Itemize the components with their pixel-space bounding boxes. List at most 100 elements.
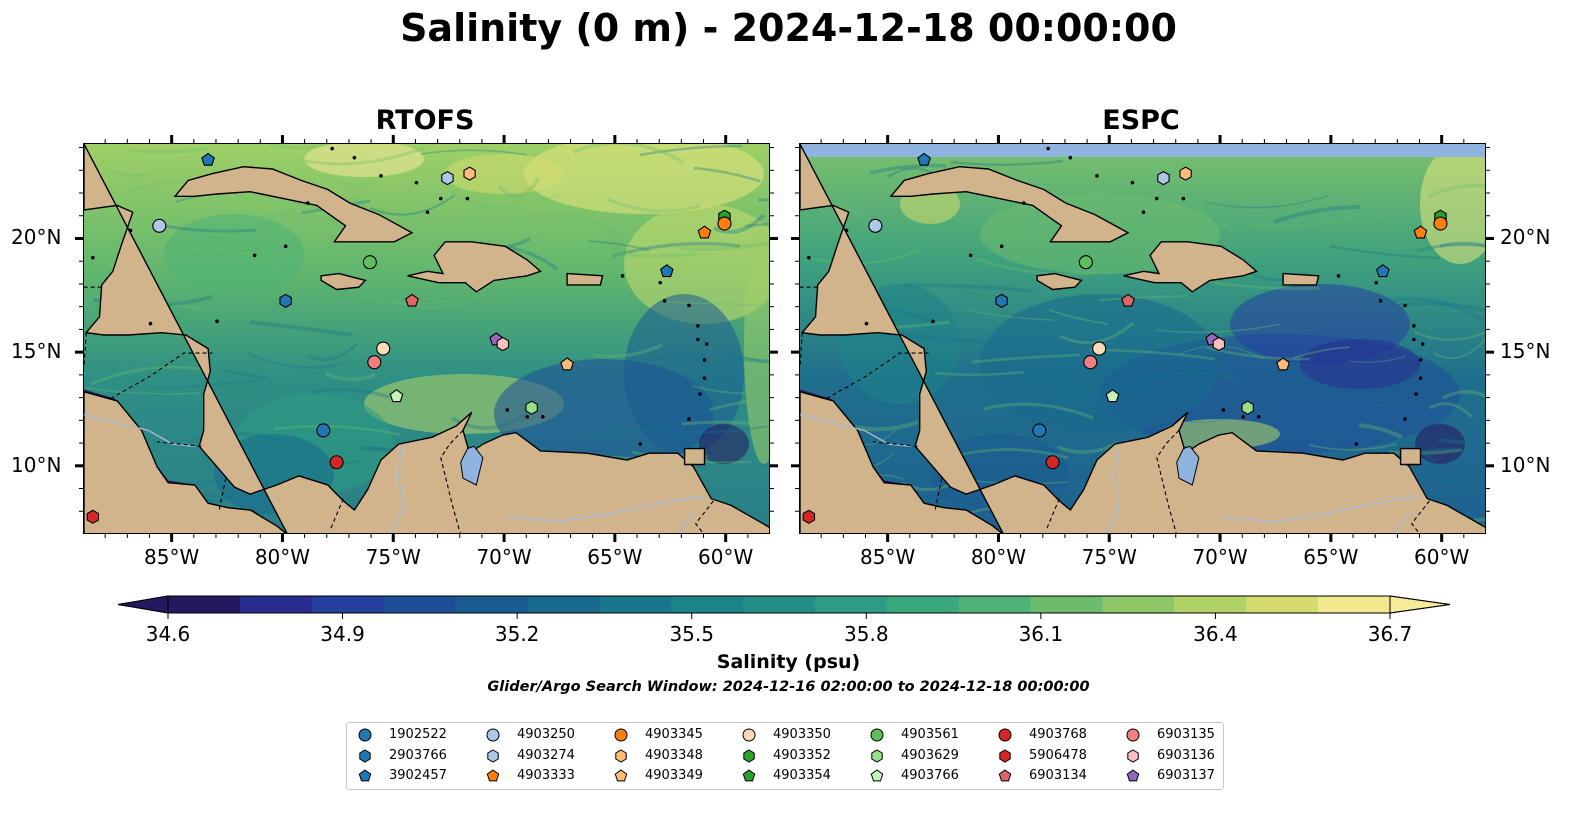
legend-marker-circle <box>486 728 500 742</box>
colorbar-bin <box>311 596 385 613</box>
map-canvas-espc <box>800 144 1485 533</box>
float-marker <box>367 355 382 370</box>
lake-maracaibo <box>1176 445 1200 486</box>
small-island <box>696 337 700 342</box>
colorbar-tick-label: 34.6 <box>145 622 191 646</box>
country-border <box>1156 430 1180 533</box>
colorbar-extend-low <box>117 595 169 614</box>
float-marker <box>1276 357 1290 371</box>
x-tick-label: 65°W <box>587 545 643 569</box>
float-marker <box>697 225 712 239</box>
small-island <box>306 201 310 205</box>
small-island <box>525 414 530 419</box>
small-island <box>702 376 707 380</box>
legend-marker-circle <box>614 728 628 742</box>
river <box>389 446 404 533</box>
small-island <box>283 244 288 249</box>
float-marker <box>1045 455 1060 470</box>
colorbar-bin <box>239 596 313 613</box>
small-island <box>505 408 510 412</box>
legend-marker-hexagon <box>871 748 883 763</box>
x-tick-label: 70°W <box>476 545 532 569</box>
country-border <box>218 478 227 511</box>
y-tick-label: 10°N <box>1500 452 1551 477</box>
small-island <box>148 321 153 326</box>
legend-marker-circle <box>1126 728 1140 742</box>
small-island <box>540 414 545 419</box>
float-marker <box>1032 423 1047 438</box>
legend-label: 4903250 <box>517 727 575 742</box>
small-island <box>414 180 419 185</box>
small-island <box>1414 392 1418 396</box>
panel-title-rtofs: RTOFS <box>375 105 475 136</box>
small-island <box>1241 414 1246 419</box>
float-marker <box>1078 255 1093 270</box>
country-border <box>440 430 464 533</box>
map-panel-espc[interactable] <box>799 143 1486 534</box>
legend-label: 6903136 <box>1157 747 1215 763</box>
small-island <box>1256 414 1261 419</box>
small-island <box>1354 442 1359 446</box>
small-island <box>1181 196 1186 201</box>
land-trinidad <box>683 447 706 466</box>
small-island <box>1420 342 1425 346</box>
legend-marker-pentagon <box>358 769 372 782</box>
legend-label: 4903350 <box>773 727 831 742</box>
colorbar-bin <box>168 596 241 613</box>
float-marker <box>376 341 391 356</box>
colorbar-bin <box>814 596 888 613</box>
small-island <box>1418 376 1423 380</box>
float-marker <box>1376 264 1390 278</box>
colorbar <box>117 595 1451 619</box>
colorbar-bin <box>1030 596 1103 613</box>
legend-label: 5906478 <box>1029 747 1087 763</box>
float-marker <box>1092 341 1107 356</box>
small-island <box>1130 180 1135 185</box>
x-tick-label: 60°W <box>1414 545 1470 569</box>
float-marker <box>389 389 404 403</box>
y-tick-label: 20°N <box>1500 225 1551 250</box>
float-marker <box>1105 389 1120 403</box>
land-trinidad <box>1399 447 1422 466</box>
float-marker <box>362 255 377 270</box>
small-island <box>844 228 849 233</box>
small-island <box>1418 358 1423 362</box>
legend-label: 4903352 <box>773 747 831 763</box>
colorbar-tick-label: 35.2 <box>494 622 540 646</box>
float-marker <box>717 216 732 231</box>
float-marker <box>1083 355 1098 370</box>
float-marker <box>660 264 674 278</box>
small-island <box>1412 337 1416 342</box>
small-island <box>128 228 133 233</box>
small-island <box>1403 303 1407 308</box>
x-tick-label: 80°W <box>254 545 311 569</box>
x-tick-label: 70°W <box>1192 545 1248 569</box>
country-border <box>934 478 943 511</box>
legend-marker-pentagon <box>742 769 756 782</box>
map-panel-rtofs[interactable] <box>83 143 770 534</box>
small-island <box>687 303 691 308</box>
river <box>1221 495 1421 523</box>
land-jamaica <box>320 272 367 291</box>
float-marker <box>441 170 454 186</box>
legend-marker-pentagon <box>486 769 500 782</box>
colorbar-bin <box>455 596 528 613</box>
float-marker <box>1121 293 1135 307</box>
legend-label: 4903766 <box>901 768 959 783</box>
x-tick-label: 60°W <box>698 545 754 569</box>
small-island <box>1022 201 1026 205</box>
legend-marker-hexagon <box>1127 748 1139 763</box>
colorbar-tick-label: 36.7 <box>1367 622 1413 646</box>
small-island <box>330 146 335 151</box>
legend-marker-hexagon <box>359 748 371 763</box>
legend-label: 4903274 <box>517 747 575 763</box>
legend-marker-pentagon <box>998 769 1012 782</box>
small-island <box>698 392 702 396</box>
small-island <box>1412 324 1416 328</box>
x-tick-label: 85°W <box>860 545 916 569</box>
y-tick-label: 20°N <box>11 225 62 250</box>
small-island <box>687 417 691 421</box>
small-island <box>696 324 700 328</box>
land-jamaica <box>1036 272 1083 291</box>
x-tick-label: 80°W <box>970 545 1027 569</box>
